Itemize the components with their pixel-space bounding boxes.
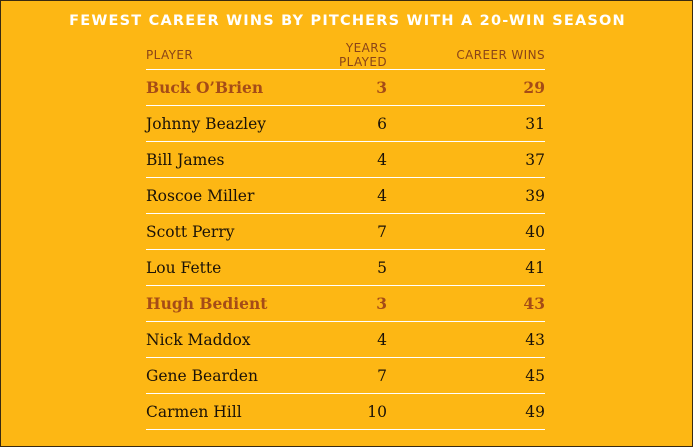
player-cell: Buck O’Brien bbox=[146, 69, 296, 106]
table-row: Lou Fette 5 41 bbox=[146, 249, 545, 286]
player-cell: Gene Bearden bbox=[146, 357, 296, 394]
player-cell: Roscoe Miller bbox=[146, 177, 296, 214]
wins-cell: 31 bbox=[387, 105, 545, 142]
table-row: Johnny Beazley 6 31 bbox=[146, 105, 545, 142]
player-cell: Johnny Beazley bbox=[146, 105, 296, 142]
table-row: Nick Maddox 4 43 bbox=[146, 321, 545, 358]
years-cell: 3 bbox=[296, 69, 387, 106]
table-row: Buck O’Brien 3 29 bbox=[146, 69, 545, 106]
years-cell: 4 bbox=[296, 141, 387, 178]
wins-table: PLAYER YEARS PLAYED CAREER WINS Buck O’B… bbox=[146, 41, 545, 430]
wins-cell: 29 bbox=[387, 69, 545, 106]
years-cell: 7 bbox=[296, 357, 387, 394]
wins-cell: 37 bbox=[387, 141, 545, 178]
wins-cell: 45 bbox=[387, 357, 545, 394]
player-cell: Nick Maddox bbox=[146, 321, 296, 358]
wins-cell: 43 bbox=[387, 321, 545, 358]
table-row: Hugh Bedient 3 43 bbox=[146, 285, 545, 322]
column-header-wins: CAREER WINS bbox=[387, 41, 545, 70]
table-row: Gene Bearden 7 45 bbox=[146, 357, 545, 394]
wins-cell: 41 bbox=[387, 249, 545, 286]
column-header-years: YEARS PLAYED bbox=[296, 41, 387, 70]
player-cell: Scott Perry bbox=[146, 213, 296, 250]
table-row: Scott Perry 7 40 bbox=[146, 213, 545, 250]
table-row: Carmen Hill 10 49 bbox=[146, 393, 545, 430]
player-cell: Lou Fette bbox=[146, 249, 296, 286]
player-cell: Carmen Hill bbox=[146, 393, 296, 430]
column-header-player: PLAYER bbox=[146, 41, 296, 70]
years-cell: 5 bbox=[296, 249, 387, 286]
chart-title: FEWEST CAREER WINS BY PITCHERS WITH A 20… bbox=[69, 13, 626, 29]
years-cell: 4 bbox=[296, 177, 387, 214]
years-cell: 3 bbox=[296, 285, 387, 322]
years-cell: 10 bbox=[296, 393, 387, 430]
header-row: PLAYER YEARS PLAYED CAREER WINS bbox=[146, 41, 545, 70]
years-cell: 6 bbox=[296, 105, 387, 142]
years-cell: 7 bbox=[296, 213, 387, 250]
table-row: Bill James 4 37 bbox=[146, 141, 545, 178]
table-row: Roscoe Miller 4 39 bbox=[146, 177, 545, 214]
wins-cell: 40 bbox=[387, 213, 545, 250]
wins-cell: 43 bbox=[387, 285, 545, 322]
years-cell: 4 bbox=[296, 321, 387, 358]
wins-cell: 49 bbox=[387, 393, 545, 430]
player-cell: Hugh Bedient bbox=[146, 285, 296, 322]
wins-cell: 39 bbox=[387, 177, 545, 214]
player-cell: Bill James bbox=[146, 141, 296, 178]
